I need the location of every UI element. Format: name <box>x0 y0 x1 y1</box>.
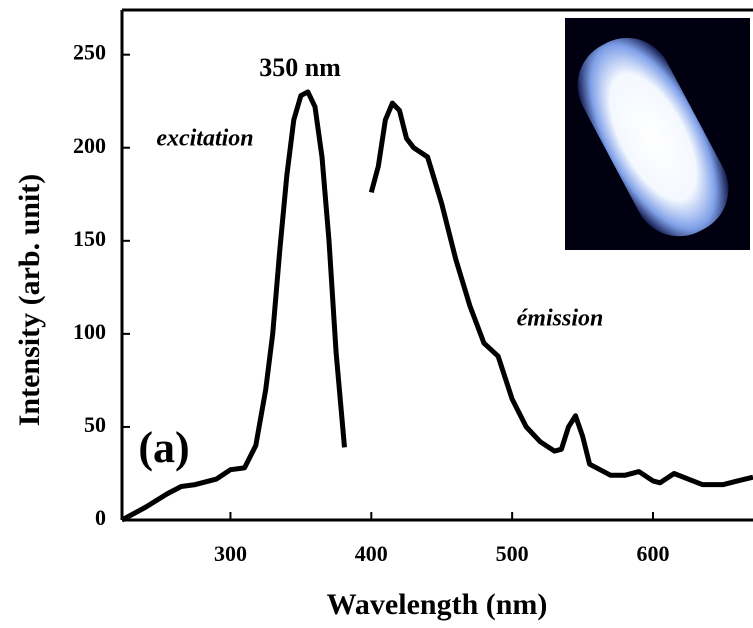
x-tick-label: 600 <box>636 541 669 566</box>
x-axis-title: Wavelength (nm) <box>327 588 548 621</box>
y-tick-label: 200 <box>73 133 106 158</box>
series-line <box>120 89 347 523</box>
annotation: 350 nm <box>259 53 341 82</box>
x-tick-label: 400 <box>355 541 388 566</box>
series-line <box>368 100 753 488</box>
y-axis-title: Intensity (arb. unit) <box>13 174 46 427</box>
y-tick-label: 150 <box>73 226 106 251</box>
x-tick-label: 300 <box>214 541 247 566</box>
y-tick-label: 0 <box>95 505 106 530</box>
x-tick-label: 500 <box>496 541 529 566</box>
series-label: excitation <box>156 126 253 152</box>
annotation: (a) <box>138 423 189 472</box>
series-label: émission <box>517 306 604 332</box>
inset-image <box>565 18 750 250</box>
y-tick-label: 100 <box>73 319 106 344</box>
y-tick-label: 250 <box>73 40 106 65</box>
y-tick-label: 50 <box>84 412 106 437</box>
